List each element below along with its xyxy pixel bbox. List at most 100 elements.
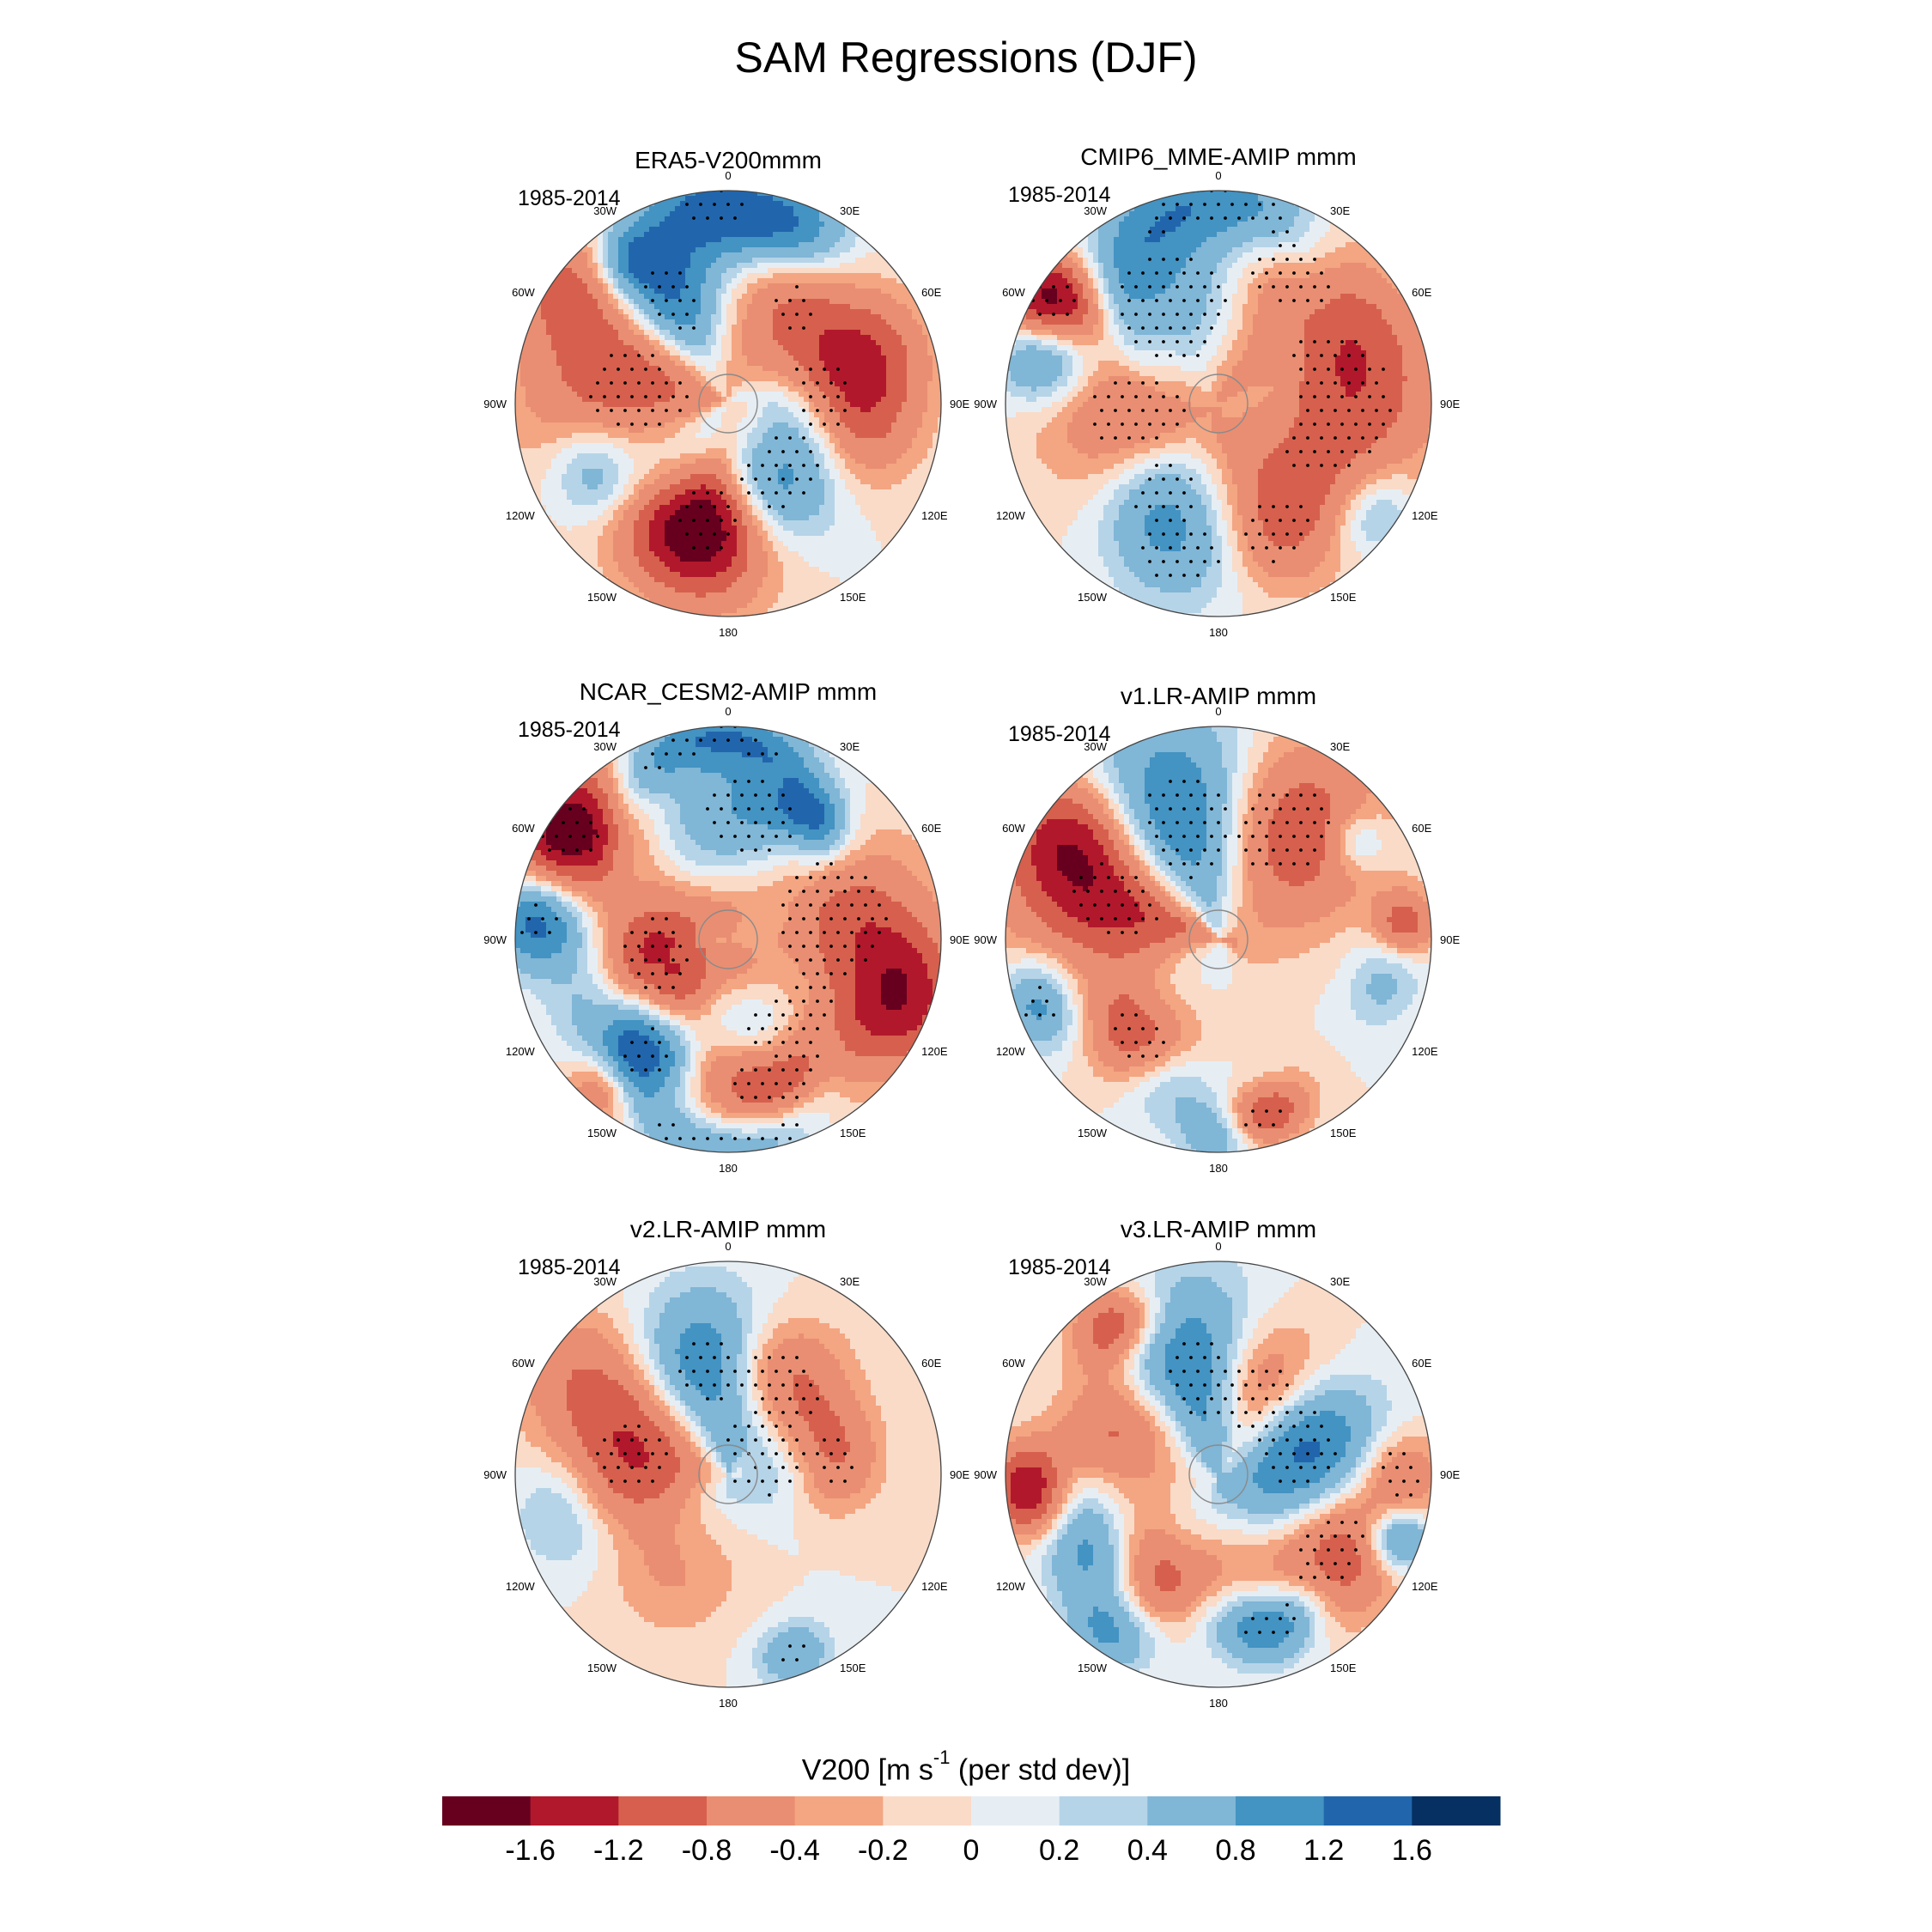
field-cell <box>649 510 655 516</box>
field-cell <box>732 237 738 243</box>
field-cell <box>613 232 619 238</box>
field-cell <box>685 453 691 459</box>
field-cell <box>572 433 578 439</box>
field-cell <box>639 448 645 454</box>
field-cell <box>711 407 717 413</box>
field-cell <box>665 319 671 325</box>
field-cell <box>896 294 902 300</box>
field-cell <box>773 526 779 532</box>
field-cell <box>623 448 629 454</box>
field-cell <box>711 433 717 439</box>
field-cell <box>546 443 552 449</box>
field-cell <box>567 505 573 511</box>
field-cell <box>891 479 897 485</box>
field-cell <box>762 278 769 284</box>
field-cell <box>665 505 671 511</box>
field-cell <box>762 489 769 495</box>
field-cell <box>654 283 660 289</box>
field-cell <box>680 500 686 506</box>
field-cell <box>896 438 902 444</box>
field-cell <box>809 330 815 336</box>
field-cell <box>587 459 593 465</box>
field-cell <box>783 361 789 367</box>
field-cell <box>634 335 640 341</box>
field-cell <box>634 263 640 269</box>
field-cell <box>896 515 902 521</box>
field-cell <box>809 376 815 382</box>
field-cell <box>613 453 619 459</box>
field-cell <box>917 422 923 428</box>
field-cell <box>938 397 941 403</box>
field-cell <box>876 330 882 336</box>
field-cell <box>598 469 604 475</box>
field-cell <box>809 299 815 305</box>
field-cell <box>685 443 691 449</box>
field-cell <box>618 278 624 284</box>
field-cell <box>799 361 805 367</box>
field-cell <box>716 438 722 444</box>
field-cell <box>623 495 629 501</box>
field-cell <box>629 371 635 377</box>
field-cell <box>876 464 882 470</box>
field-cell <box>752 433 758 439</box>
field-cell <box>835 289 841 295</box>
field-cell <box>639 278 645 284</box>
field-cell <box>726 206 732 212</box>
field-cell <box>907 489 913 495</box>
field-cell <box>866 438 872 444</box>
field-cell <box>799 263 805 269</box>
field-cell <box>603 489 609 495</box>
field-cell <box>737 258 743 264</box>
field-cell <box>814 392 820 398</box>
field-cell <box>804 526 810 532</box>
field-cell <box>608 397 614 403</box>
field-cell <box>871 330 877 336</box>
field-cell <box>788 294 794 300</box>
field-cell <box>711 371 717 377</box>
field-cell <box>835 268 841 274</box>
field-cell <box>603 469 609 475</box>
field-cell <box>726 304 732 310</box>
field-cell <box>829 422 835 428</box>
field-cell <box>572 438 578 444</box>
field-cell <box>876 340 882 346</box>
field-cell <box>644 314 650 320</box>
field-cell <box>768 196 774 202</box>
field-cell <box>773 345 779 351</box>
field-cell <box>592 428 598 434</box>
field-cell <box>783 402 789 408</box>
field-cell <box>696 345 702 351</box>
field-cell <box>726 309 732 315</box>
field-cell <box>850 355 856 361</box>
field-cell <box>685 345 691 351</box>
field-cell <box>701 237 707 243</box>
field-cell <box>896 314 902 320</box>
field-cell <box>773 536 779 542</box>
field-cell <box>809 371 815 377</box>
field-cell <box>850 500 856 506</box>
field-cell <box>618 376 624 382</box>
field-cell <box>762 366 769 372</box>
field-cell <box>922 376 928 382</box>
field-cell <box>737 500 743 506</box>
field-cell <box>773 453 779 459</box>
field-cell <box>768 433 774 439</box>
field-cell <box>768 417 774 423</box>
field-cell <box>592 361 598 367</box>
field-cell <box>675 304 681 310</box>
field-cell <box>618 500 624 506</box>
field-cell <box>577 376 583 382</box>
field-cell <box>562 268 568 274</box>
field-cell <box>541 428 547 434</box>
field-cell <box>938 355 941 361</box>
field-cell <box>783 412 789 418</box>
field-cell <box>840 417 846 423</box>
field-cell <box>716 443 722 449</box>
field-cell <box>665 304 671 310</box>
field-cell <box>747 294 753 300</box>
field-cell <box>845 299 851 305</box>
field-cell <box>608 314 614 320</box>
field-cell <box>829 520 835 526</box>
field-cell <box>788 510 794 516</box>
field-cell <box>577 433 583 439</box>
